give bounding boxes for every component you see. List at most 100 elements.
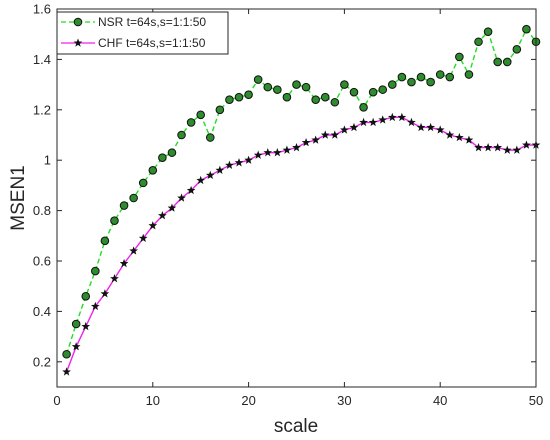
data-point-0-30 (349, 87, 359, 97)
data-point-1-47 (512, 145, 522, 154)
data-point-0-18 (234, 92, 244, 102)
data-point-0-39 (435, 70, 445, 79)
y-tick-label-7: 1.6 (33, 2, 51, 17)
data-point-0-31 (359, 102, 368, 112)
y-tick-label-3: 0.8 (33, 203, 51, 218)
axes: 0 10 20 30 40 50 0.2 0.4 0.6 0.8 1 1.2 1.4 1.6 (33, 2, 543, 409)
data-point-1-28 (330, 130, 340, 139)
data-point-0-34 (388, 80, 397, 89)
data-point-1-19 (244, 155, 253, 164)
data-point-1-0 (62, 367, 71, 376)
y-tick-label-2: 0.6 (33, 254, 51, 269)
x-tick-label-4: 40 (433, 393, 447, 408)
data-point-0-13 (186, 118, 196, 127)
data-point-1-46 (502, 145, 512, 154)
data-point-0-7 (129, 193, 138, 203)
data-point-0-33 (378, 85, 388, 94)
y-axis-label: MSEN1 (8, 165, 29, 230)
data-point-0-23 (282, 92, 292, 102)
legend-box (56, 11, 229, 55)
y-tick-label-0: 0.2 (33, 354, 51, 369)
legend-marker-chf (73, 38, 83, 47)
y-tick-label-5: 1.2 (33, 102, 51, 117)
data-point-0-16 (215, 105, 225, 115)
data-point-0-2 (81, 291, 91, 301)
legend-label-chf: CHF t=64s,s=1:1:50 (98, 36, 206, 50)
legend-label-nsr: NSR t=64s,s=1:1:50 (98, 15, 206, 29)
data-point-1-11 (167, 203, 177, 212)
data-point-1-14 (196, 175, 206, 185)
data-point-1-45 (493, 143, 503, 152)
data-point-1-1 (71, 342, 81, 351)
data-point-1-22 (272, 148, 282, 157)
x-tick-label-1: 10 (146, 393, 160, 408)
data-point-1-18 (234, 158, 244, 167)
data-point-0-26 (311, 95, 320, 105)
data-point-0-8 (138, 178, 148, 188)
data-point-0-45 (493, 57, 502, 67)
data-point-0-25 (301, 82, 311, 92)
data-point-0-35 (397, 72, 407, 82)
data-point-0-24 (292, 80, 301, 89)
data-point-1-37 (416, 122, 426, 132)
data-point-0-6 (119, 201, 129, 210)
legend-marker-nsr (73, 17, 83, 27)
data-point-0-44 (483, 27, 493, 36)
data-point-1-39 (435, 125, 445, 134)
data-point-0-48 (522, 24, 531, 34)
data-point-0-40 (445, 72, 455, 82)
data-point-1-12 (177, 193, 186, 202)
data-point-1-42 (464, 135, 474, 144)
data-point-1-15 (205, 170, 215, 180)
data-point-0-10 (158, 153, 167, 162)
data-point-1-48 (522, 140, 531, 149)
data-point-0-11 (167, 148, 177, 157)
data-point-0-12 (177, 130, 186, 140)
x-tick-label-5: 50 (529, 393, 543, 408)
data-point-1-20 (253, 150, 263, 159)
data-point-0-1 (71, 319, 81, 329)
data-point-0-38 (426, 77, 435, 87)
x-tick-label-0: 0 (53, 393, 60, 408)
y-tick-label-6: 1.4 (33, 52, 51, 67)
data-point-0-4 (100, 236, 110, 246)
data-point-0-3 (91, 266, 100, 276)
data-point-1-44 (483, 143, 493, 152)
data-point-1-43 (474, 143, 483, 152)
data-point-1-2 (81, 321, 91, 331)
data-point-0-36 (407, 77, 416, 87)
data-point-1-10 (158, 211, 167, 220)
data-point-1-4 (100, 289, 110, 298)
data-point-1-5 (110, 274, 119, 283)
data-point-0-21 (263, 82, 273, 92)
x-tick-label-2: 20 (241, 393, 255, 408)
data-point-0-32 (368, 87, 378, 97)
data-point-1-35 (397, 112, 407, 122)
y-tick-label-1: 0.4 (33, 304, 51, 319)
data-point-0-41 (455, 52, 464, 62)
data-point-1-26 (311, 135, 321, 144)
data-point-1-29 (340, 125, 349, 134)
x-axis-label: scale (274, 416, 318, 437)
data-point-1-6 (119, 258, 129, 268)
data-point-1-40 (445, 130, 455, 139)
axes-frame (56, 8, 537, 388)
data-point-1-30 (349, 122, 359, 132)
x-tick-label-3: 30 (337, 393, 351, 408)
data-point-1-16 (215, 165, 225, 174)
data-point-1-34 (387, 112, 397, 122)
data-point-0-27 (320, 92, 330, 102)
data-point-0-28 (330, 97, 340, 107)
data-point-1-13 (186, 185, 196, 195)
data-point-1-21 (263, 148, 273, 157)
data-point-0-42 (464, 70, 474, 79)
data-point-1-8 (138, 233, 148, 243)
data-point-1-9 (148, 221, 158, 230)
data-point-1-25 (301, 137, 311, 147)
data-point-0-47 (512, 45, 522, 54)
data-point-1-33 (378, 115, 388, 124)
data-point-0-19 (244, 90, 253, 99)
data-point-0-15 (205, 133, 215, 142)
